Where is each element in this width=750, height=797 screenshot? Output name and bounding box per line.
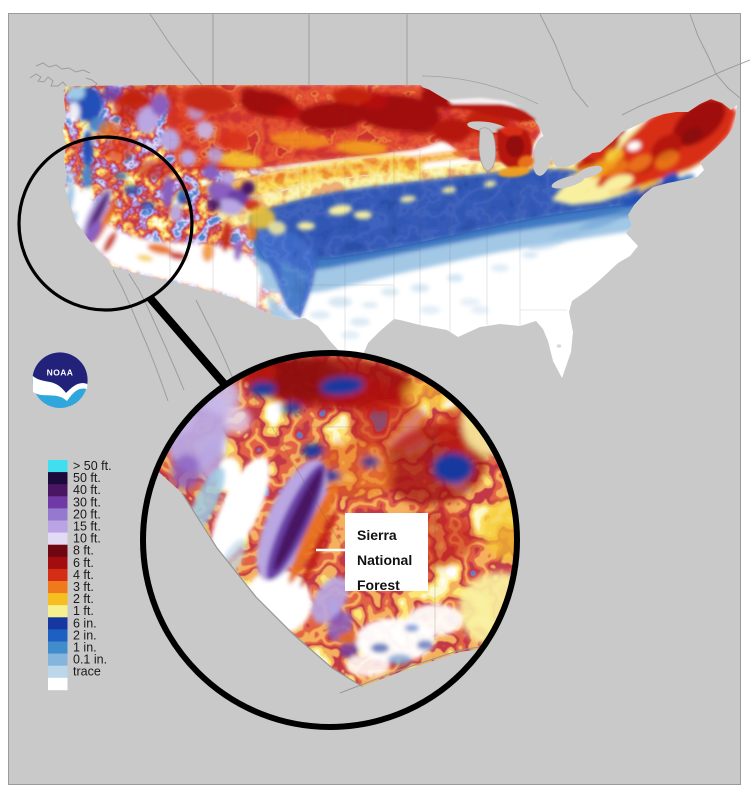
svg-text:2 ft.: 2 ft. xyxy=(73,592,94,606)
svg-text:6 in.: 6 in. xyxy=(73,616,97,630)
svg-text:40 ft.: 40 ft. xyxy=(73,483,101,497)
svg-text:20 ft.: 20 ft. xyxy=(73,507,101,521)
svg-text:NOAA: NOAA xyxy=(47,368,74,378)
svg-text:trace: trace xyxy=(73,665,101,679)
svg-text:10 ft.: 10 ft. xyxy=(73,532,101,546)
svg-text:50 ft.: 50 ft. xyxy=(73,471,101,485)
svg-text:Sierra: Sierra xyxy=(357,527,397,543)
svg-text:0.1 in.: 0.1 in. xyxy=(73,653,107,667)
svg-text:6 ft.: 6 ft. xyxy=(73,556,94,570)
svg-text:8 ft.: 8 ft. xyxy=(73,544,94,558)
svg-text:15 ft.: 15 ft. xyxy=(73,520,101,534)
svg-text:1 ft.: 1 ft. xyxy=(73,604,94,618)
svg-text:> 50 ft.: > 50 ft. xyxy=(73,459,112,473)
svg-text:2 in.: 2 in. xyxy=(73,628,97,642)
svg-text:3 ft.: 3 ft. xyxy=(73,580,94,594)
svg-text:4 ft.: 4 ft. xyxy=(73,568,94,582)
svg-text:1 in.: 1 in. xyxy=(73,641,97,655)
svg-text:National: National xyxy=(357,552,412,568)
svg-text:Forest: Forest xyxy=(357,577,400,593)
svg-text:30 ft.: 30 ft. xyxy=(73,495,101,509)
